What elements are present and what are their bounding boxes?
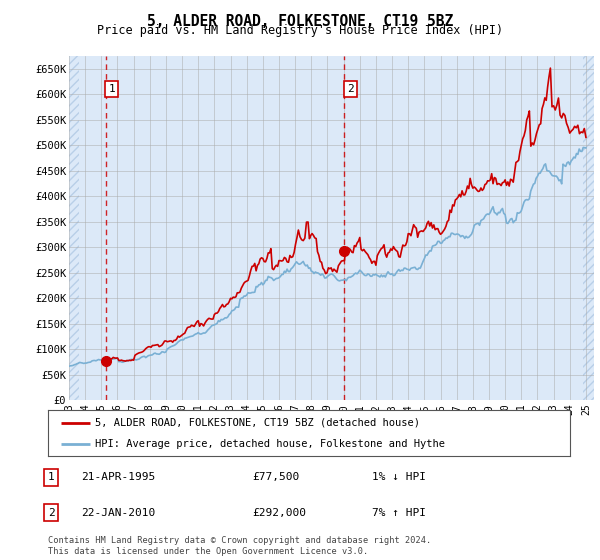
Text: 7% ↑ HPI: 7% ↑ HPI — [372, 508, 426, 517]
Text: Price paid vs. HM Land Registry's House Price Index (HPI): Price paid vs. HM Land Registry's House … — [97, 24, 503, 37]
Text: Contains HM Land Registry data © Crown copyright and database right 2024.
This d: Contains HM Land Registry data © Crown c… — [48, 536, 431, 556]
Text: 2: 2 — [47, 508, 55, 517]
Text: £292,000: £292,000 — [252, 508, 306, 517]
Text: 5, ALDER ROAD, FOLKESTONE, CT19 5BZ (detached house): 5, ALDER ROAD, FOLKESTONE, CT19 5BZ (det… — [95, 418, 420, 428]
Text: 1: 1 — [109, 83, 115, 94]
Bar — [69, 56, 79, 400]
Text: 1: 1 — [47, 473, 55, 482]
Text: 22-JAN-2010: 22-JAN-2010 — [81, 508, 155, 517]
Text: HPI: Average price, detached house, Folkestone and Hythe: HPI: Average price, detached house, Folk… — [95, 439, 445, 449]
Bar — [583, 56, 594, 400]
Text: 5, ALDER ROAD, FOLKESTONE, CT19 5BZ: 5, ALDER ROAD, FOLKESTONE, CT19 5BZ — [147, 14, 453, 29]
Text: 1% ↓ HPI: 1% ↓ HPI — [372, 473, 426, 482]
Text: 21-APR-1995: 21-APR-1995 — [81, 473, 155, 482]
Text: £77,500: £77,500 — [252, 473, 299, 482]
Text: 2: 2 — [347, 83, 353, 94]
